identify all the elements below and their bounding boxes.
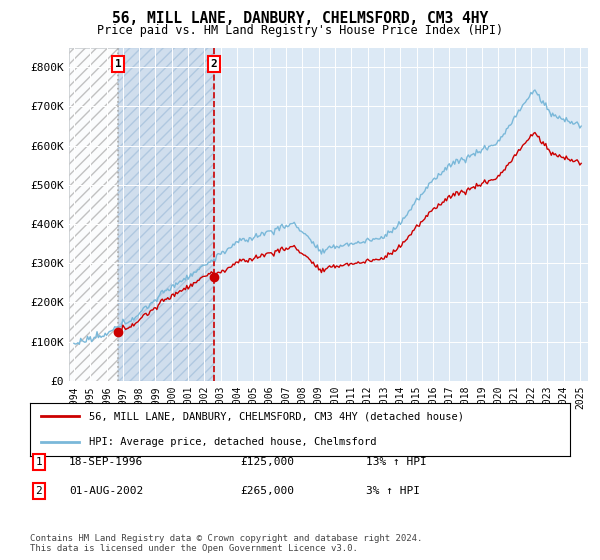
Text: £125,000: £125,000 (240, 457, 294, 467)
Text: £265,000: £265,000 (240, 486, 294, 496)
Text: 2: 2 (211, 59, 217, 69)
Text: 18-SEP-1996: 18-SEP-1996 (69, 457, 143, 467)
Text: 1: 1 (115, 59, 122, 69)
Text: 3% ↑ HPI: 3% ↑ HPI (366, 486, 420, 496)
Text: 2: 2 (35, 486, 43, 496)
Text: HPI: Average price, detached house, Chelmsford: HPI: Average price, detached house, Chel… (89, 436, 377, 446)
Text: Price paid vs. HM Land Registry's House Price Index (HPI): Price paid vs. HM Land Registry's House … (97, 24, 503, 36)
Text: 56, MILL LANE, DANBURY, CHELMSFORD, CM3 4HY: 56, MILL LANE, DANBURY, CHELMSFORD, CM3 … (112, 11, 488, 26)
Text: Contains HM Land Registry data © Crown copyright and database right 2024.
This d: Contains HM Land Registry data © Crown c… (30, 534, 422, 553)
Text: 13% ↑ HPI: 13% ↑ HPI (366, 457, 427, 467)
Bar (118, 48, 214, 381)
Text: 1: 1 (35, 457, 43, 467)
Text: 01-AUG-2002: 01-AUG-2002 (69, 486, 143, 496)
Bar (69, 48, 118, 381)
Bar (118, 48, 214, 381)
Text: 56, MILL LANE, DANBURY, CHELMSFORD, CM3 4HY (detached house): 56, MILL LANE, DANBURY, CHELMSFORD, CM3 … (89, 412, 464, 422)
